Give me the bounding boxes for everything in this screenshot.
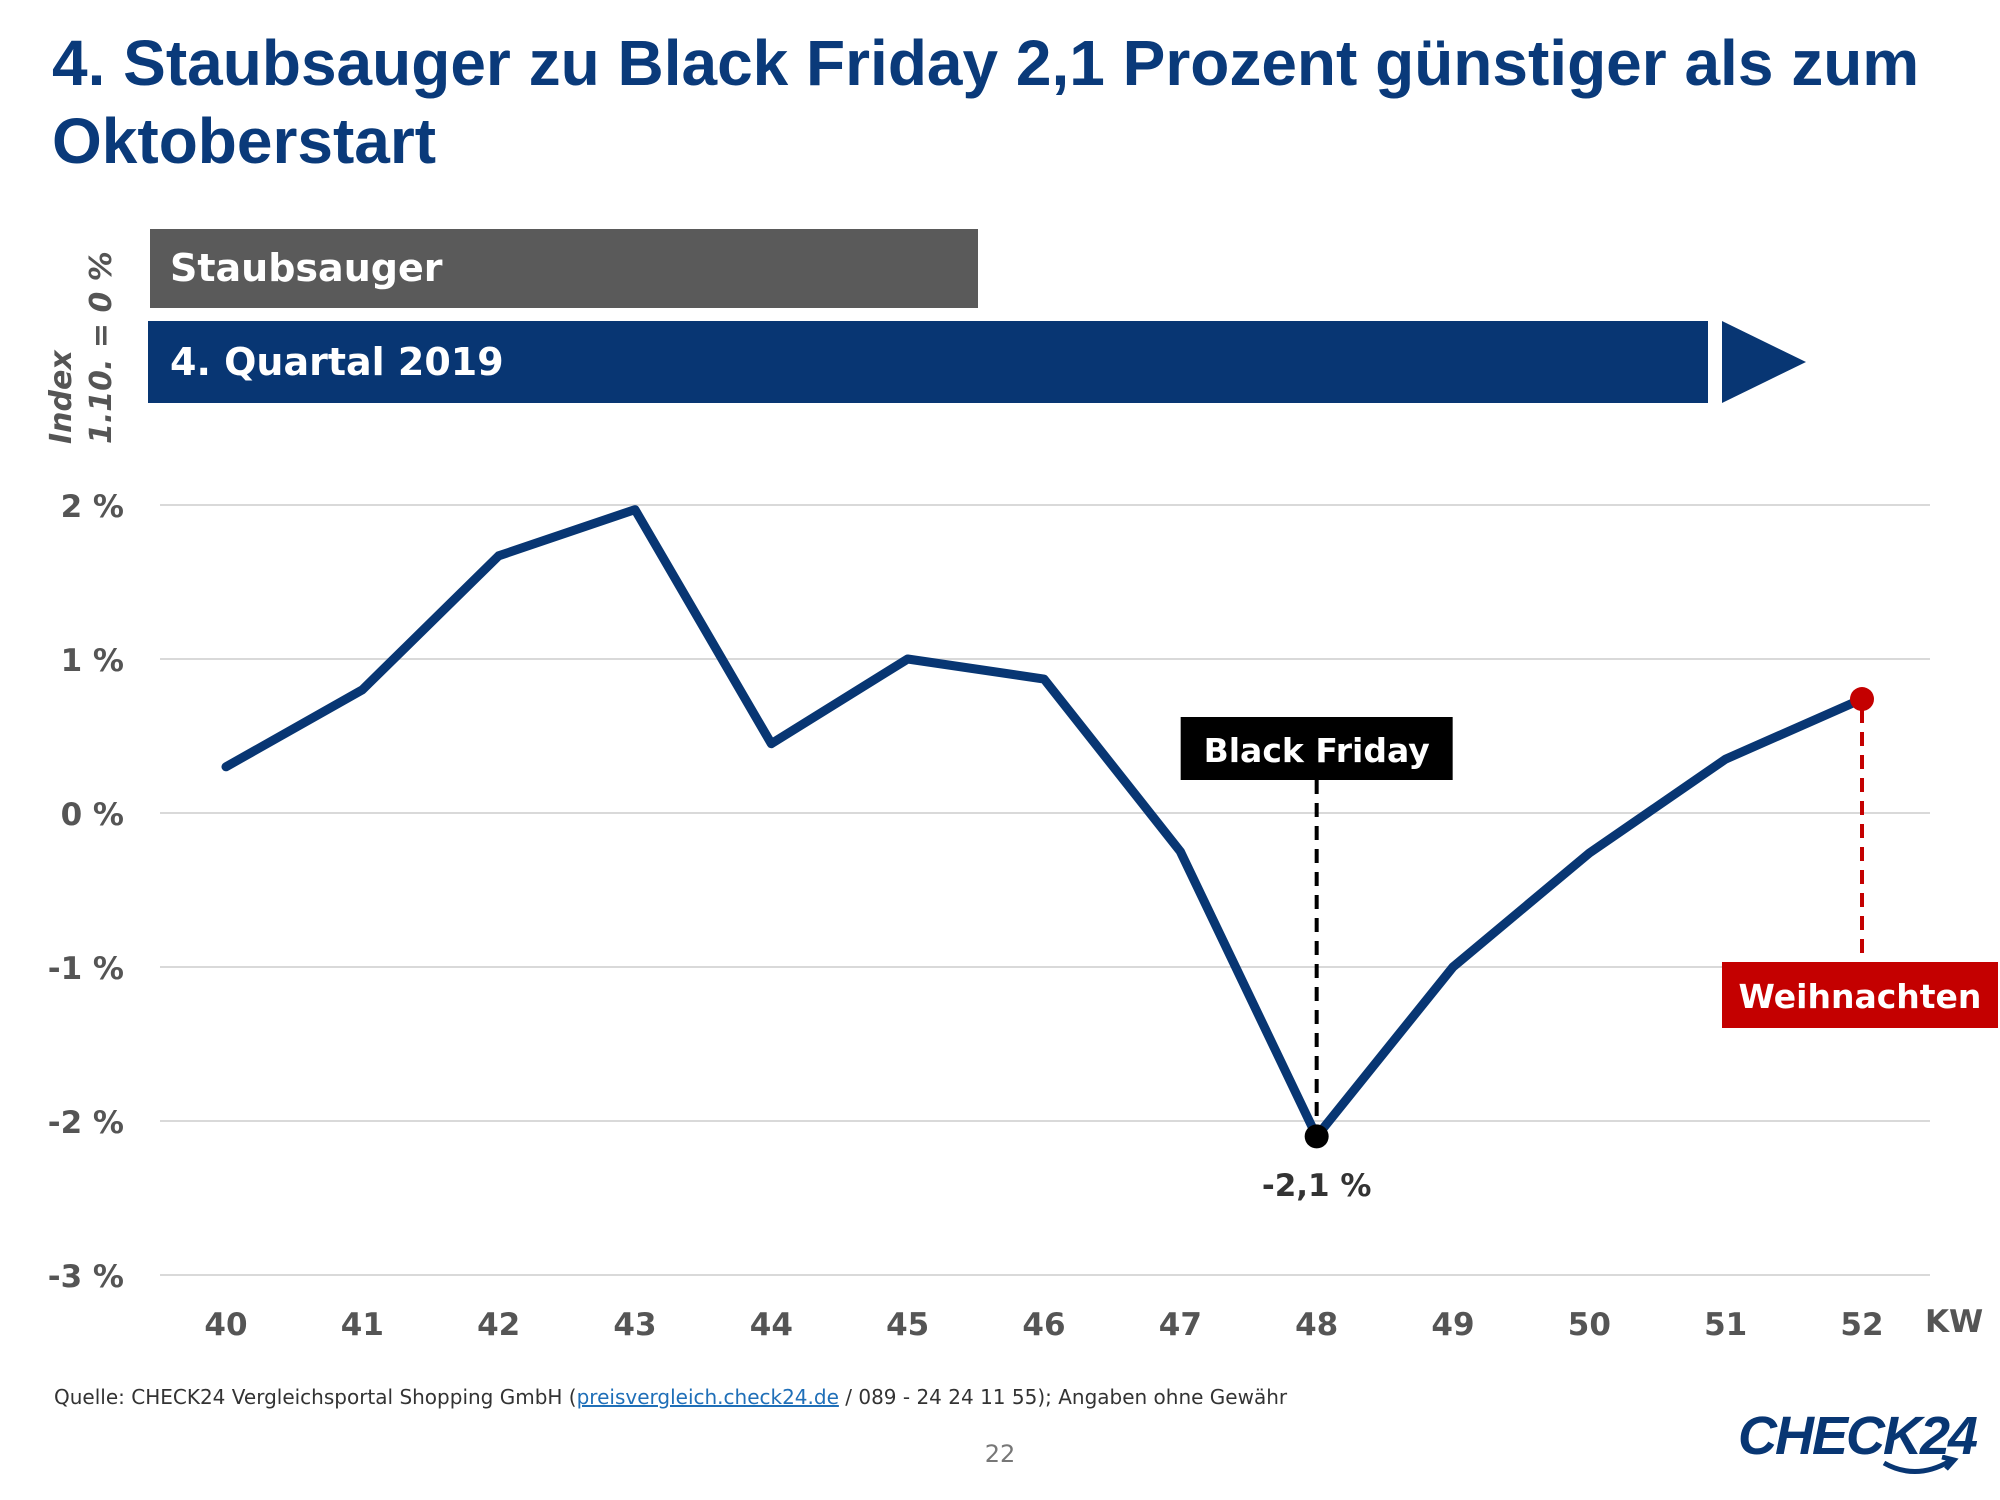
page-title: 4. Staubsauger zu Black Friday 2,1 Proze… bbox=[52, 27, 1920, 177]
source-note: Quelle: CHECK24 Vergleichsportal Shoppin… bbox=[54, 1385, 1287, 1409]
x-tick-label: 49 bbox=[1431, 1307, 1474, 1343]
period-banner: 4. Quartal 2019 bbox=[148, 321, 1708, 403]
x-tick-label: 44 bbox=[750, 1307, 793, 1343]
x-tick-label: 43 bbox=[613, 1307, 656, 1343]
y-tick-label: -1 % bbox=[48, 951, 124, 987]
black-friday-label: Black Friday bbox=[1204, 731, 1430, 770]
period-arrow-icon bbox=[1722, 321, 1806, 403]
check24-logo: CHECK24 bbox=[1738, 1406, 1978, 1466]
x-tick-label: 50 bbox=[1568, 1307, 1611, 1343]
x-tick-label: 46 bbox=[1022, 1307, 1065, 1343]
category-label-box: Staubsauger bbox=[150, 229, 978, 308]
christmas-point bbox=[1850, 687, 1874, 712]
x-tick-label: 45 bbox=[886, 1307, 929, 1343]
logo-swoosh-icon bbox=[1882, 1455, 1959, 1474]
x-tick-label: 51 bbox=[1704, 1307, 1747, 1343]
page-number: 22 bbox=[984, 1440, 1016, 1468]
christmas-label: Weihnachten bbox=[1739, 977, 1982, 1016]
x-tick-label: 41 bbox=[341, 1307, 384, 1343]
x-tick-label: 52 bbox=[1840, 1307, 1883, 1343]
series-line-staubsauger bbox=[221, 505, 1867, 1141]
source-suffix: / 089 - 24 24 11 55); Angaben ohne Gewäh… bbox=[838, 1385, 1288, 1409]
x-tick-label: 40 bbox=[204, 1307, 247, 1343]
source-link[interactable]: preisvergleich.check24.de bbox=[576, 1385, 839, 1409]
y-tick-label: -3 % bbox=[48, 1259, 124, 1295]
black-friday-point bbox=[1304, 1124, 1329, 1149]
y-tick-label: 2 % bbox=[61, 489, 124, 525]
christmas-label-box bbox=[1722, 962, 1998, 1028]
black-friday-label-box bbox=[1180, 717, 1453, 780]
x-axis-title: KW bbox=[1925, 1304, 1983, 1340]
y-tick-label: -2 % bbox=[48, 1105, 124, 1141]
y-tick-label: 0 % bbox=[61, 797, 124, 833]
black-friday-value-label: -2,1 % bbox=[1262, 1168, 1372, 1204]
source-prefix: Quelle: CHECK24 Vergleichsportal Shoppin… bbox=[54, 1385, 577, 1409]
x-tick-label: 47 bbox=[1159, 1307, 1202, 1343]
x-tick-label: 48 bbox=[1295, 1307, 1338, 1343]
y-tick-label: 1 % bbox=[61, 643, 124, 679]
x-tick-label: 42 bbox=[477, 1307, 520, 1343]
